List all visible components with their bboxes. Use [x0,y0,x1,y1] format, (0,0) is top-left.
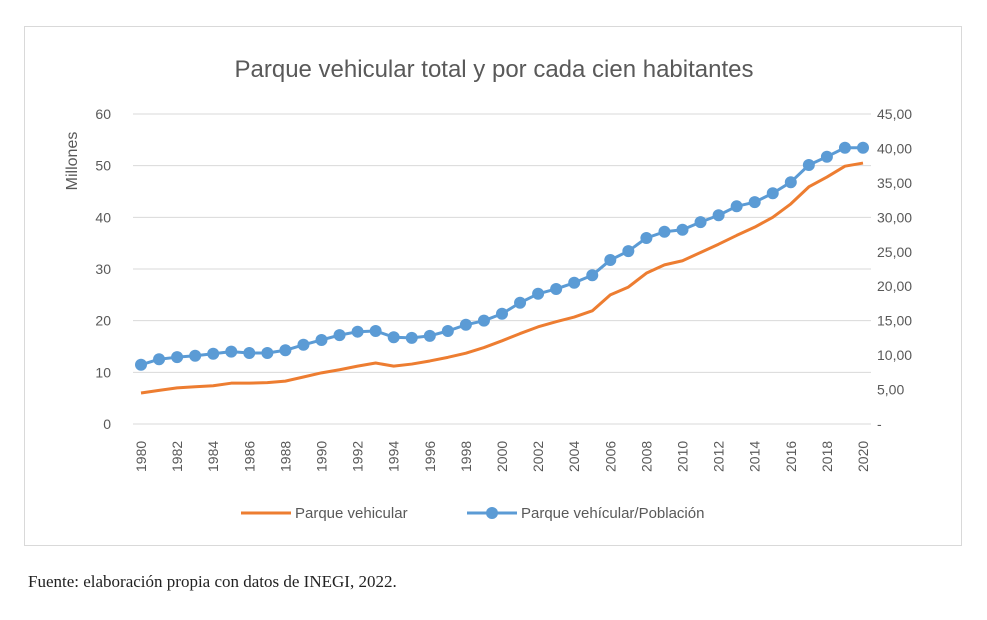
data-point [297,338,310,351]
x-tick-label: 1992 [350,441,366,472]
data-point [477,314,490,327]
data-point [153,353,166,366]
y2-tick-label: 30,00 [877,209,912,225]
data-point [423,329,436,342]
data-point [496,307,508,320]
data-point [514,296,527,309]
data-point [243,347,256,360]
x-tick-label: 1990 [314,441,330,472]
data-point [568,276,581,289]
x-tick-label: 2012 [711,441,727,472]
data-point [369,325,382,337]
y-axis-label: Millones [64,132,81,191]
legend-label: Parque vehícular/Población [521,505,704,522]
x-tick-label: 2000 [494,441,510,472]
x-tick-label: 2008 [638,441,654,472]
x-tick-label: 1994 [386,441,402,472]
data-point [279,344,292,357]
y2-tick-label: 15,00 [877,313,912,329]
x-tick-label: 2010 [675,441,691,472]
data-point [550,282,563,295]
x-tick-label: 1980 [133,441,149,472]
x-tick-label: 1984 [205,441,221,472]
data-point [802,158,815,171]
x-tick-label: 1982 [169,441,185,472]
data-point [532,287,545,300]
legend-marker [486,507,498,519]
x-tick-label: 2016 [783,441,799,472]
data-point [784,176,797,189]
data-point [604,254,617,267]
data-point [586,269,599,282]
data-point [171,351,184,364]
data-point [135,358,147,371]
data-point [622,245,635,258]
data-point [766,187,779,200]
data-point [387,331,400,344]
data-point [676,223,689,236]
data-point [838,141,851,154]
data-point [857,141,869,154]
y-tick-label: 30 [95,261,111,277]
x-tick-label: 1988 [277,441,293,472]
data-point [694,216,707,229]
data-point [225,345,238,358]
data-point [748,196,761,209]
x-tick-label: 1998 [458,441,474,472]
data-point [189,349,202,362]
x-tick-label: 1996 [422,441,438,472]
y2-tick-label: 40,00 [877,140,912,156]
data-point [351,325,364,338]
caption: Fuente: elaboración propia con datos de … [28,572,397,591]
data-point [459,318,472,331]
series-line [140,146,863,367]
x-tick-label: 2020 [855,441,871,472]
y2-tick-label: 20,00 [877,278,912,294]
data-point [261,347,274,360]
data-point [658,225,671,238]
y-tick-label: 60 [95,106,111,122]
data-point [207,347,220,360]
chart-title: Parque vehicular total y por cada cien h… [235,56,754,83]
chart: Parque vehicular total y por cada cien h… [24,26,962,546]
data-point [315,333,328,346]
data-point [820,150,833,163]
x-tick-label: 2018 [819,441,835,472]
data-point [712,209,725,222]
data-point [333,329,346,342]
y2-tick-label: 35,00 [877,175,912,191]
y-tick-label: 20 [95,313,111,329]
y-tick-label: 10 [95,364,111,380]
y2-tick-label: 5,00 [877,382,904,398]
x-tick-label: 2014 [747,441,763,472]
x-tick-label: 1986 [241,441,257,472]
y2-tick-label: 25,00 [877,244,912,260]
data-point [405,331,418,344]
data-point [441,325,454,337]
data-point [640,232,653,244]
y2-tick-label: 45,00 [877,106,912,122]
x-tick-label: 2002 [530,441,546,472]
series-line [140,161,864,395]
y2-tick-label: - [877,416,882,432]
y-tick-label: 0 [103,416,111,432]
x-tick-label: 2004 [566,441,582,472]
y-tick-label: 40 [95,209,111,225]
data-point [730,200,743,213]
x-tick-label: 2006 [602,441,618,472]
y2-tick-label: 10,00 [877,347,912,363]
chart-svg: Parque vehicular total y por cada cien h… [64,56,912,522]
legend-label: Parque vehicular [295,505,408,522]
y-tick-label: 50 [95,158,111,174]
